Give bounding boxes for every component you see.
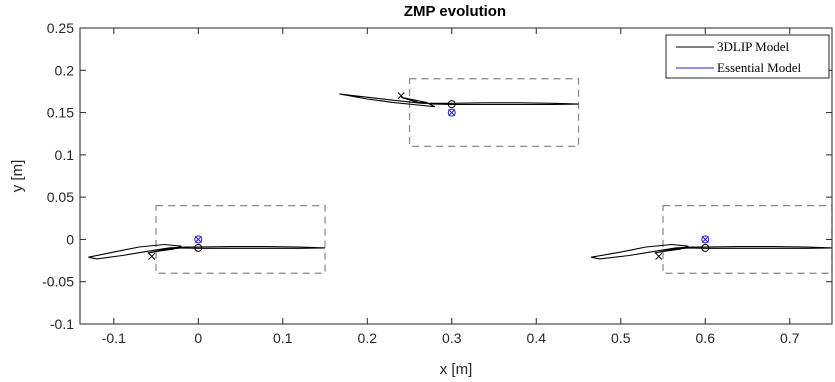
plot-frame — [79, 27, 833, 325]
zmp-trajectory-3dlip-2 — [339, 93, 579, 108]
support-rectangle-1 — [155, 205, 326, 274]
cross-marker-3dlip-3 — [655, 252, 663, 260]
cross-marker-3dlip-1 — [148, 252, 156, 260]
x-tick-label: 0.5 — [611, 330, 631, 346]
y-tick-label: -0.1 — [50, 316, 74, 332]
support-rectangle-2 — [408, 78, 580, 148]
legend-label-essential: Essential Model — [717, 60, 802, 75]
legend-box — [665, 34, 830, 79]
x-tick-label: 0.7 — [780, 330, 800, 346]
y-tick-label: 0 — [66, 231, 74, 247]
circle-marker-essential-1 — [194, 235, 203, 244]
x-tick-label: 0.3 — [442, 330, 462, 346]
cross-marker-essential-2 — [448, 109, 456, 117]
y-tick-label: 0.05 — [47, 189, 74, 205]
y-tick-label: 0.25 — [47, 20, 74, 36]
x-axis-label: x [m] — [440, 361, 473, 378]
y-axis-ticks: -0.1 -0.05 0 0.05 0.1 0.15 0.2 0.25 — [42, 20, 832, 332]
circle-marker-3dlip-3 — [701, 243, 710, 252]
circle-marker-3dlip-2 — [447, 100, 456, 109]
cross-marker-3dlip-2 — [397, 92, 405, 100]
x-tick-label: 0.1 — [273, 330, 293, 346]
circle-marker-essential-2 — [447, 108, 456, 117]
chart-title: ZMP evolution — [404, 3, 506, 20]
x-tick-label: 0.4 — [527, 330, 547, 346]
circle-marker-3dlip-1 — [194, 243, 203, 252]
zmp-trajectory-3dlip-1 — [88, 243, 326, 260]
x-tick-label: -0.1 — [102, 330, 126, 346]
legend: 3DLIP Model Essential Model — [665, 34, 830, 79]
legend-label-3dlip: 3DLIP Model — [717, 39, 789, 54]
support-rectangle-3 — [662, 205, 833, 274]
x-tick-label: 0 — [194, 330, 202, 346]
y-tick-label: -0.05 — [42, 274, 74, 290]
y-axis-label: y [m] — [9, 160, 26, 193]
x-tick-label: 0.2 — [358, 330, 378, 346]
cross-marker-essential-3 — [701, 235, 709, 243]
cross-marker-essential-1 — [194, 235, 202, 243]
x-axis-ticks: -0.1 0 0.1 0.2 0.3 0.4 0.5 0.6 0.7 — [102, 28, 800, 346]
y-tick-label: 0.15 — [47, 105, 74, 121]
y-tick-label: 0.1 — [55, 147, 75, 163]
support-rectangles — [155, 78, 833, 274]
circle-marker-essential-3 — [701, 235, 710, 244]
y-tick-label: 0.2 — [55, 62, 75, 78]
x-tick-label: 0.6 — [696, 330, 716, 346]
